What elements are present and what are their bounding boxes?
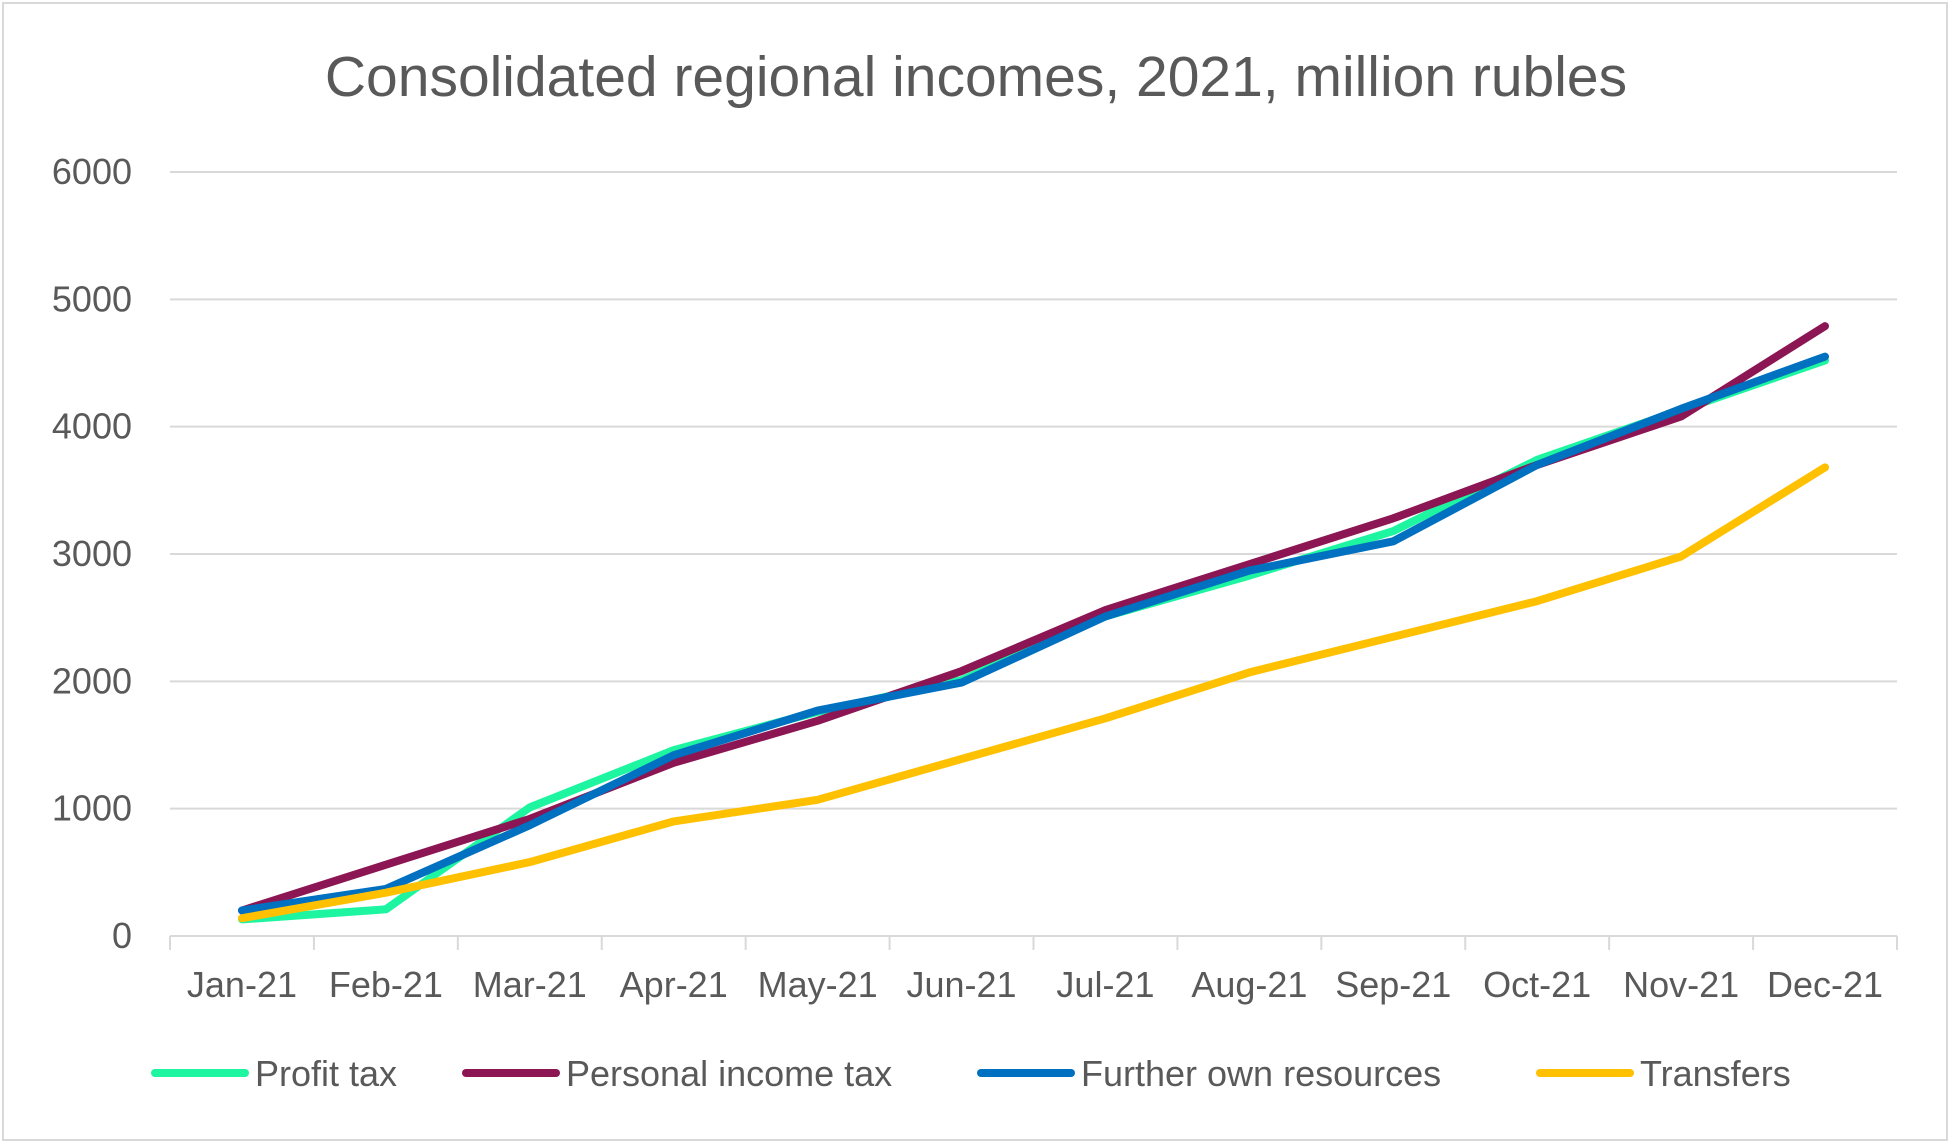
legend-label: Profit tax (255, 1053, 397, 1094)
x-tick-label: Jan-21 (187, 964, 297, 1005)
series-lines (238, 322, 1829, 924)
x-tick-label: Sep-21 (1335, 964, 1451, 1005)
legend-item: Further own resources (977, 1053, 1441, 1094)
gridlines (170, 171, 1897, 810)
x-tick-label: Jul-21 (1056, 964, 1154, 1005)
x-tick-label: Feb-21 (329, 964, 443, 1005)
y-axis-tick-labels: 0 1000 2000 3000 4000 5000 6000 (52, 151, 132, 956)
x-tick-label: Aug-21 (1191, 964, 1307, 1005)
legend-label: Personal income tax (566, 1053, 892, 1094)
y-tick-label: 0 (112, 915, 132, 956)
y-tick-label: 6000 (52, 151, 132, 192)
legend-label: Further own resources (1081, 1053, 1441, 1094)
legend-item: Transfers (1536, 1053, 1791, 1094)
y-tick-label: 5000 (52, 278, 132, 319)
x-tick-label: Nov-21 (1623, 964, 1739, 1005)
x-axis-tick-labels: Jan-21 Feb-21 Mar-21 Apr-21 May-21 Jun-21 Jul-… (187, 964, 1883, 1005)
x-tick-label: Mar-21 (473, 964, 587, 1005)
chart-title: Consolidated regional incomes, 2021, mil… (324, 45, 1628, 109)
y-tick-label: 2000 (52, 660, 132, 701)
x-tick-label: Apr-21 (620, 964, 728, 1005)
y-tick-label: 4000 (52, 406, 132, 447)
x-tick-label: Jun-21 (907, 964, 1017, 1005)
legend: Profit tax Personal income tax Further own… (151, 1053, 1791, 1094)
x-tick-label: Dec-21 (1767, 964, 1883, 1005)
y-tick-label: 3000 (52, 533, 132, 574)
x-tick-label: Oct-21 (1483, 964, 1591, 1005)
series-line-personal-income-tax (238, 322, 1829, 915)
legend-item: Profit tax (151, 1053, 397, 1094)
series-line-transfers (238, 463, 1829, 923)
x-tick-label: May-21 (758, 964, 878, 1005)
legend-item: Personal income tax (462, 1053, 892, 1094)
x-axis (169, 935, 1898, 950)
series-line-further-own-resources (238, 352, 1829, 915)
y-tick-label: 1000 (52, 788, 132, 829)
legend-label: Transfers (1640, 1053, 1791, 1094)
